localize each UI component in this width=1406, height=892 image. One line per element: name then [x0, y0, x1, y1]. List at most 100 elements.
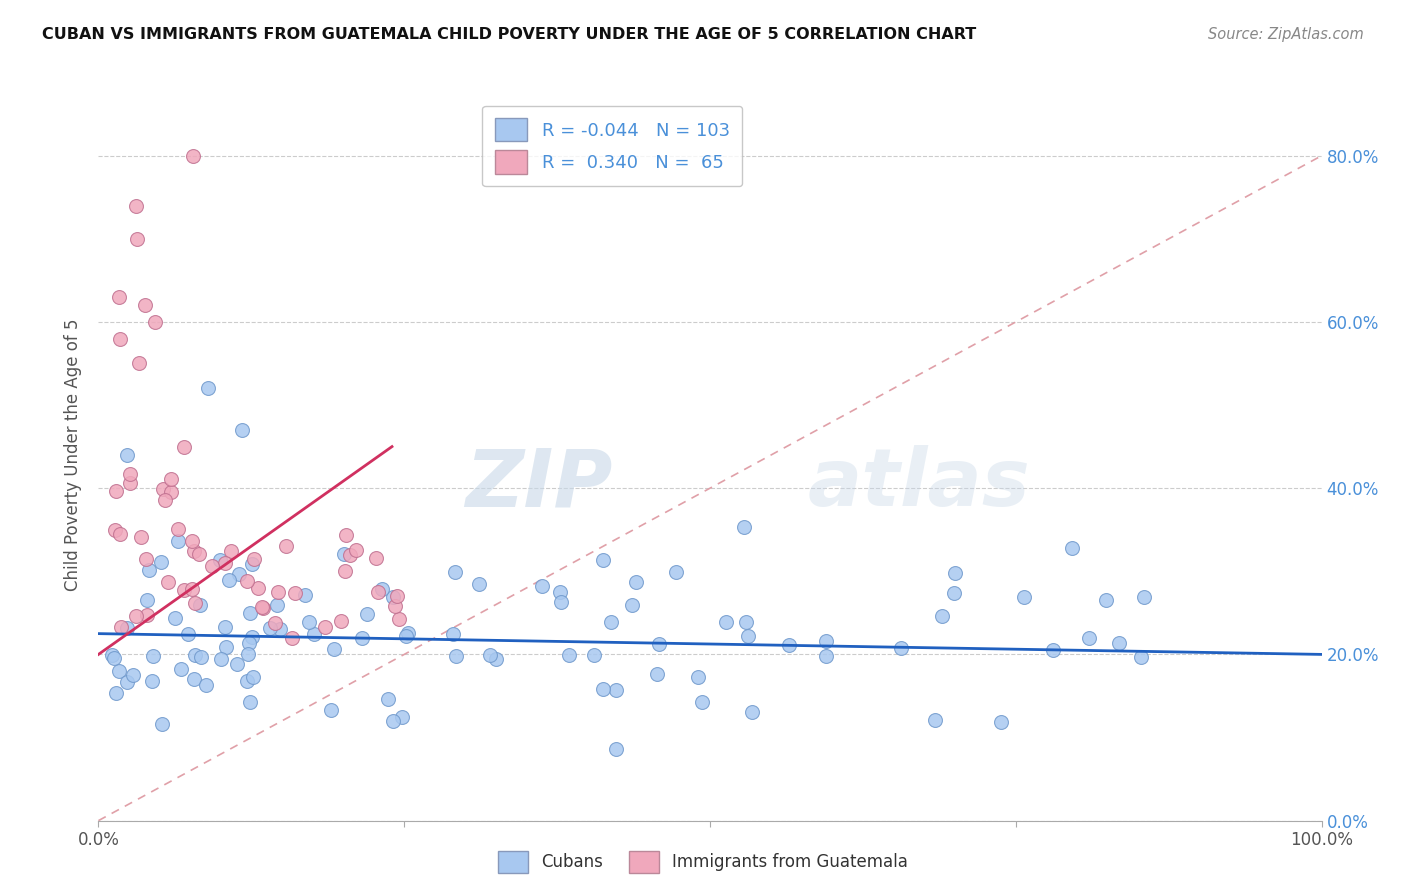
Point — [815, 649, 838, 664]
Point — [188, 547, 211, 561]
Point — [686, 670, 709, 684]
Point — [1042, 643, 1064, 657]
Point — [647, 667, 669, 681]
Point — [138, 563, 160, 577]
Point — [228, 566, 250, 581]
Point — [165, 610, 187, 624]
Point — [181, 582, 204, 596]
Point — [281, 631, 304, 645]
Point — [620, 598, 643, 612]
Point — [441, 626, 464, 640]
Point — [108, 332, 131, 346]
Point — [240, 630, 263, 644]
Point — [177, 627, 200, 641]
Point — [159, 472, 181, 486]
Legend: R = -0.044   N = 103, R =  0.340   N =  65: R = -0.044 N = 103, R = 0.340 N = 65 — [482, 105, 742, 186]
Point — [339, 548, 361, 562]
Point — [129, 530, 152, 544]
Point — [218, 574, 240, 588]
Point — [173, 582, 195, 597]
Point — [214, 556, 236, 570]
Point — [263, 616, 285, 631]
Point — [183, 544, 205, 558]
Point — [356, 607, 378, 621]
Point — [1130, 649, 1153, 664]
Point — [152, 482, 174, 496]
Point — [815, 633, 838, 648]
Point — [242, 670, 264, 684]
Point — [184, 648, 207, 662]
Point — [485, 652, 508, 666]
Point — [741, 705, 763, 719]
Point — [377, 691, 399, 706]
Point — [209, 651, 232, 665]
Point — [214, 620, 236, 634]
Point — [1108, 635, 1130, 649]
Point — [142, 649, 165, 664]
Point — [943, 586, 966, 600]
Point — [350, 631, 373, 645]
Point — [733, 520, 755, 534]
Point — [592, 553, 614, 567]
Point — [149, 556, 172, 570]
Point — [236, 647, 259, 661]
Point — [364, 551, 387, 566]
Point — [135, 607, 157, 622]
Point — [599, 615, 621, 629]
Point — [395, 629, 418, 643]
Point — [239, 607, 262, 621]
Point — [1062, 541, 1084, 556]
Point — [128, 356, 150, 370]
Point — [105, 686, 128, 700]
Point — [931, 609, 953, 624]
Point — [250, 599, 273, 614]
Text: CUBAN VS IMMIGRANTS FROM GUATEMALA CHILD POVERTY UNDER THE AGE OF 5 CORRELATION : CUBAN VS IMMIGRANTS FROM GUATEMALA CHILD… — [42, 27, 976, 42]
Point — [170, 662, 193, 676]
Point — [322, 642, 344, 657]
Point — [238, 636, 260, 650]
Point — [135, 592, 157, 607]
Point — [120, 467, 142, 482]
Point — [990, 714, 1012, 729]
Point — [330, 614, 353, 628]
Point — [735, 615, 758, 629]
Point — [1094, 593, 1116, 607]
Point — [110, 620, 132, 634]
Point — [335, 527, 357, 541]
Point — [231, 423, 253, 437]
Point — [108, 526, 131, 541]
Point — [226, 657, 249, 671]
Point — [167, 522, 190, 536]
Point — [391, 709, 413, 723]
Point — [335, 564, 357, 578]
Point — [530, 578, 553, 592]
Point — [124, 198, 146, 212]
Point — [190, 650, 212, 665]
Point — [367, 584, 389, 599]
Point — [150, 716, 173, 731]
Point — [215, 640, 238, 654]
Point — [135, 552, 157, 566]
Point — [155, 492, 177, 507]
Point — [107, 665, 129, 679]
Point — [1012, 590, 1035, 604]
Point — [115, 675, 138, 690]
Point — [235, 673, 257, 688]
Point — [156, 574, 179, 589]
Point — [252, 600, 274, 615]
Point — [778, 638, 800, 652]
Point — [143, 315, 166, 329]
Point — [583, 648, 606, 662]
Point — [385, 590, 408, 604]
Point — [648, 637, 671, 651]
Point — [550, 595, 572, 609]
Point — [605, 682, 627, 697]
Point — [115, 621, 138, 635]
Point — [243, 552, 266, 566]
Point — [209, 553, 232, 567]
Point — [141, 673, 163, 688]
Point — [548, 585, 571, 599]
Point — [173, 440, 195, 454]
Point — [247, 581, 270, 595]
Point — [183, 673, 205, 687]
